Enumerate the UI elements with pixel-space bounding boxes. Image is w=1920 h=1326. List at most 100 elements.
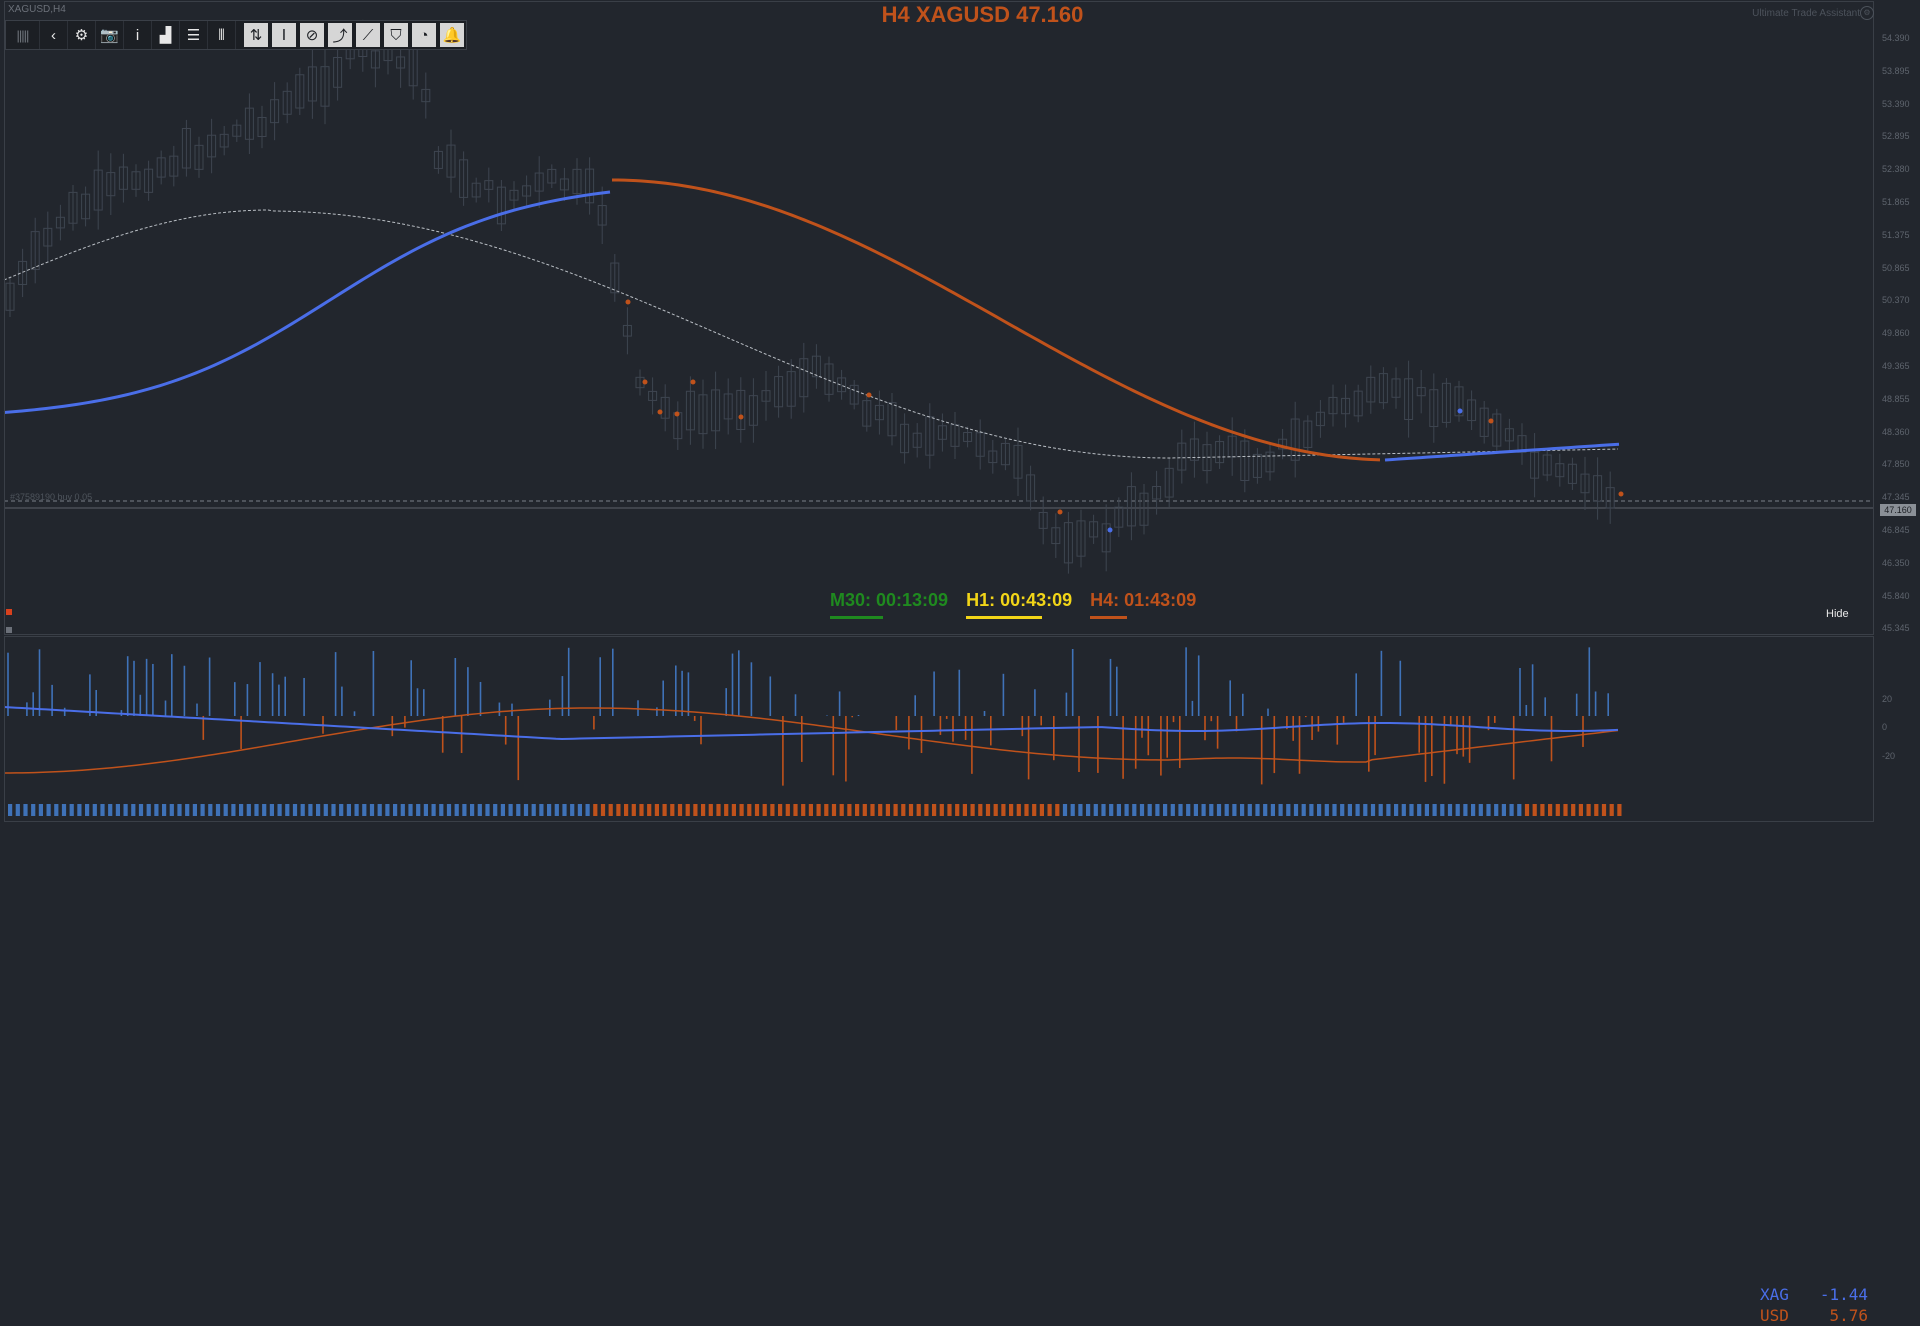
candle-body [144, 168, 154, 193]
strength-segment [1178, 804, 1183, 816]
strength-segment [423, 804, 428, 816]
camera-icon[interactable]: 📷 [96, 21, 124, 49]
strength-segment [277, 804, 282, 816]
strength-segment [639, 804, 644, 816]
strength-segment [123, 804, 128, 816]
bar-chart-icon[interactable]: ▟ [152, 21, 180, 49]
strength-segment [431, 804, 436, 816]
candle-body [1038, 511, 1048, 529]
xag-strength-line [3, 706, 1619, 740]
strength-segment [254, 804, 259, 816]
strength-segment [693, 804, 698, 816]
timer-label: M30: 00:13:09 [830, 590, 949, 610]
range-icon[interactable]: Ⅰ [270, 21, 298, 49]
candle-body [396, 56, 406, 69]
buy-sell-icon[interactable]: ⇅ [242, 21, 270, 49]
strength-segment [908, 804, 914, 816]
strength-segment [1370, 804, 1376, 816]
strength-segment [1101, 804, 1106, 816]
strength-segment [808, 804, 813, 816]
signal-dot [625, 299, 631, 305]
strength-segment [500, 804, 505, 816]
timer-label: H1: 00:43:09 [966, 590, 1073, 610]
candle-body [169, 155, 179, 177]
price-axis-label: 50.370 [1882, 295, 1910, 306]
candle-body [1303, 420, 1313, 448]
shield-icon[interactable]: ⛉ [382, 21, 410, 49]
legend-row: XAG -1.44 [1760, 1284, 1868, 1305]
strength-segment [970, 804, 975, 816]
strength-segment [470, 804, 475, 816]
eraser-icon[interactable]: ⊘ [298, 21, 326, 49]
strength-segment [31, 804, 36, 816]
timer-progress-bar [830, 616, 884, 619]
candle-body [1567, 463, 1577, 484]
strength-segment [369, 804, 375, 816]
strength-segment [577, 804, 582, 816]
candle-body [912, 432, 922, 448]
strength-segment [1116, 804, 1121, 816]
gear-icon[interactable]: ⚙ [1860, 6, 1874, 20]
currency-strength-panel[interactable]: XAG -1.44 USD 5.76 20 0 -20 [0, 636, 1920, 1325]
strength-segment [439, 804, 444, 816]
strength-segment [1532, 804, 1537, 816]
candle-body [295, 74, 305, 109]
signal-dot [1107, 527, 1113, 533]
strength-segment [154, 804, 159, 816]
candle-body [799, 358, 809, 398]
gear-icon[interactable]: ⚙ [68, 21, 96, 49]
strength-plot [3, 647, 1622, 816]
candle-body [748, 395, 758, 426]
list-icon[interactable]: ☰ [180, 21, 208, 49]
strength-segment [762, 804, 767, 816]
strength-segment [516, 804, 521, 816]
back-icon[interactable]: ‹ [40, 21, 68, 49]
strength-segment [1086, 804, 1091, 816]
candle-body [459, 159, 469, 198]
strength-segment [393, 804, 398, 816]
strength-segment [23, 804, 28, 816]
hull-ma-up-segment-2 [1384, 442, 1620, 462]
strength-segment [1216, 804, 1222, 816]
candle-body [320, 66, 330, 107]
pie-chart-icon[interactable]: ◔ [410, 21, 438, 49]
strength-segment [1478, 804, 1483, 816]
strength-segment [1417, 804, 1422, 816]
main-price-chart[interactable]: XAGUSD,H4 H4 XAGUSD 47.160 Ultimate Trad… [0, 0, 1920, 636]
bell-icon[interactable]: 🔔 [438, 21, 466, 49]
strength-segment [446, 804, 452, 816]
candle-body [232, 124, 242, 137]
strength-segment [131, 804, 136, 816]
strength-segment [416, 804, 421, 816]
strength-segment [731, 804, 736, 816]
candle-body [1378, 373, 1388, 404]
strength-segment [870, 804, 875, 816]
slow-moving-average [3, 209, 1619, 459]
candle-body [194, 144, 204, 170]
price-axis-label: 52.380 [1882, 164, 1910, 175]
strength-segment [285, 804, 290, 816]
strength-segment [1324, 804, 1329, 816]
hull-ma-up-segment [3, 190, 611, 414]
candle-body [81, 193, 91, 220]
candle-body [572, 168, 582, 195]
candle-body [1555, 463, 1565, 478]
candle-body [761, 390, 771, 402]
trend-lines-icon[interactable]: ⟋ [354, 21, 382, 49]
info-icon[interactable]: i [124, 21, 152, 49]
candle-body [244, 107, 254, 140]
strength-segment [985, 804, 991, 816]
trend-up-icon[interactable]: ⤴ [326, 21, 354, 49]
candle-body [1265, 451, 1275, 473]
strength-segment [1009, 804, 1014, 816]
strength-segment [162, 804, 167, 816]
candles-icon[interactable]: ⫴ [208, 21, 236, 49]
strength-segment [554, 804, 559, 816]
hide-button[interactable]: Hide [1826, 608, 1849, 620]
strength-segment [1147, 804, 1152, 816]
price-plot[interactable] [0, 0, 1920, 636]
grip-handle[interactable]: ||||| [6, 21, 40, 49]
candle-body [1026, 474, 1036, 502]
signal-dot [1488, 418, 1494, 424]
strength-segment [547, 804, 552, 816]
